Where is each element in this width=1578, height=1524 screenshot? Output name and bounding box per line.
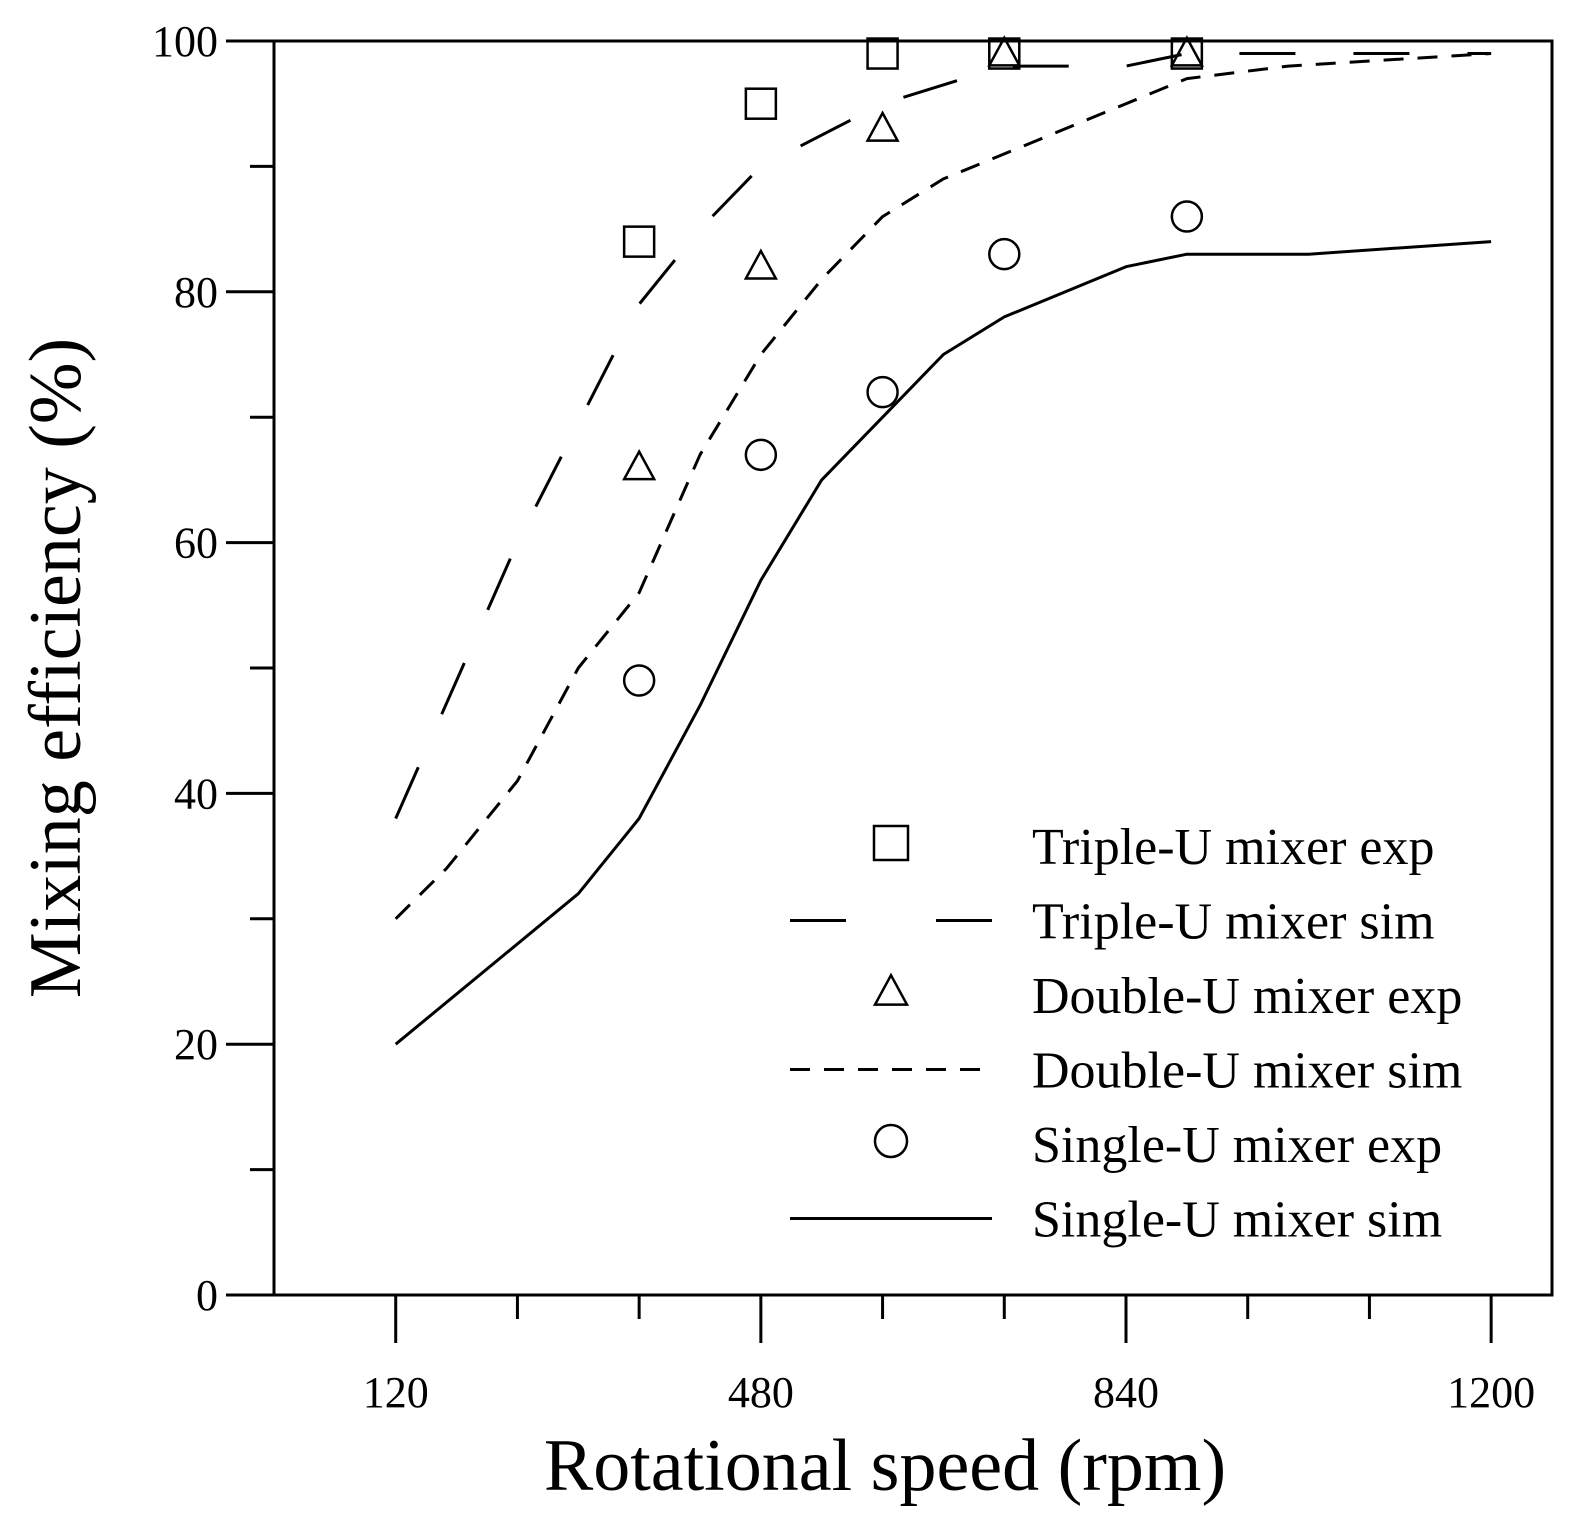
x-tick-label: 1200 bbox=[1447, 1368, 1535, 1417]
data-point-square bbox=[866, 37, 899, 70]
data-point-circle bbox=[744, 438, 778, 472]
data-point-circle bbox=[1170, 200, 1204, 233]
y-tick-label: 20 bbox=[174, 1020, 218, 1069]
data-point-square bbox=[744, 87, 778, 120]
legend-label: Triple-U mixer sim bbox=[1032, 894, 1435, 951]
legend-item-triple-u-mixer-sim: Triple-U mixer sim bbox=[790, 894, 1435, 951]
data-point-triangle bbox=[987, 35, 1022, 67]
series-line-double-u-mixer-sim bbox=[394, 52, 1492, 920]
data-point-circle bbox=[866, 375, 899, 409]
x-tick-label: 480 bbox=[728, 1368, 794, 1417]
series-single-u-mixer-sim bbox=[394, 240, 1492, 1046]
legend-item-double-u-mixer-exp: Double-U mixer exp bbox=[872, 968, 1462, 1025]
x-axis-ticks: 120 480 840 1200 bbox=[363, 1295, 1535, 1417]
x-axis-title: Rotational speed (rpm) bbox=[544, 1425, 1226, 1507]
y-tick-label: 100 bbox=[152, 17, 218, 66]
x-tick-label: 120 bbox=[363, 1368, 429, 1417]
legend-label: Double-U mixer sim bbox=[1032, 1043, 1462, 1100]
series-line-single-u-mixer-sim bbox=[394, 240, 1492, 1046]
data-point-circle bbox=[622, 664, 656, 697]
y-tick-label: 40 bbox=[174, 769, 218, 818]
y-axis-title: Mixing efficiency (%) bbox=[15, 338, 97, 998]
legend-item-single-u-mixer-sim: Single-U mixer sim bbox=[790, 1192, 1442, 1249]
series-line-triple-u-mixer-sim bbox=[394, 52, 1492, 820]
data-point-triangle bbox=[743, 248, 778, 280]
data-point-circle bbox=[988, 237, 1021, 271]
legend-marker-square bbox=[872, 824, 910, 862]
plot-content bbox=[394, 35, 1492, 1046]
legend-item-single-u-mixer-exp: Single-U mixer exp bbox=[873, 1117, 1442, 1174]
legend-item-triple-u-mixer-exp: Triple-U mixer exp bbox=[872, 819, 1434, 876]
legend-label: Double-U mixer exp bbox=[1032, 968, 1462, 1025]
legend-marker-circle bbox=[873, 1123, 909, 1159]
legend: Triple-U mixer exp Triple-U mixer sim Doub… bbox=[790, 819, 1462, 1249]
y-tick-label: 80 bbox=[174, 268, 218, 317]
y-axis-ticks: 0 20 40 60 80 100 bbox=[152, 17, 274, 1320]
series-single-u-mixer-exp bbox=[622, 200, 1204, 697]
series-triple-u-mixer-sim bbox=[394, 52, 1492, 820]
data-point-triangle bbox=[1169, 35, 1204, 67]
legend-item-double-u-mixer-sim: Double-U mixer sim bbox=[790, 1043, 1462, 1100]
legend-label: Single-U mixer exp bbox=[1032, 1117, 1442, 1174]
legend-label: Single-U mixer sim bbox=[1032, 1192, 1442, 1249]
series-triple-u-mixer-exp bbox=[622, 37, 1204, 258]
data-point-triangle bbox=[622, 448, 657, 481]
series-double-u-mixer-exp bbox=[622, 35, 1204, 481]
data-point-triangle bbox=[865, 110, 900, 142]
legend-label: Triple-U mixer exp bbox=[1032, 819, 1434, 876]
series-double-u-mixer-sim bbox=[394, 52, 1492, 920]
y-tick-label: 0 bbox=[196, 1271, 218, 1320]
y-tick-label: 60 bbox=[174, 519, 218, 568]
legend-marker-triangle bbox=[872, 972, 910, 1006]
x-tick-label: 840 bbox=[1093, 1368, 1159, 1417]
data-point-square bbox=[622, 225, 656, 258]
